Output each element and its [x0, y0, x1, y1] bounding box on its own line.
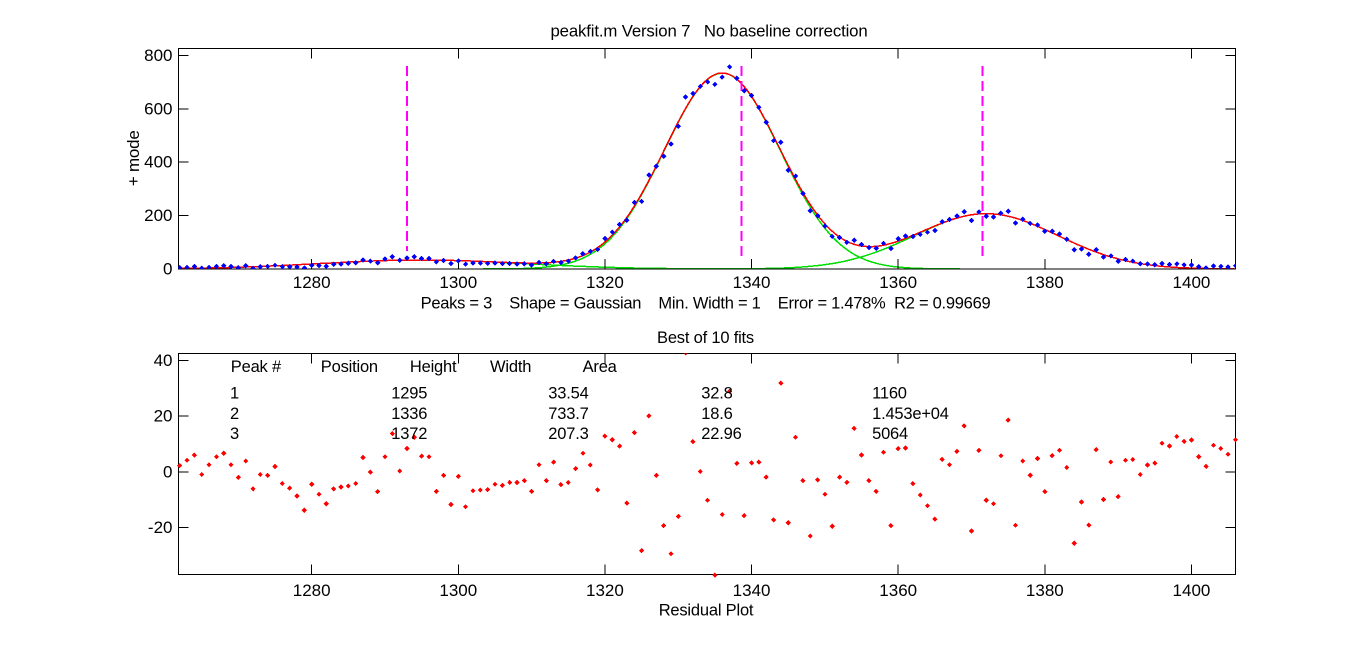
svg-text:200: 200: [144, 206, 172, 225]
svg-text:1372: 1372: [391, 425, 427, 443]
svg-text:1300: 1300: [439, 581, 477, 600]
svg-text:Residual Plot: Residual Plot: [659, 601, 754, 619]
svg-text:1340: 1340: [733, 581, 771, 600]
svg-text:1280: 1280: [293, 273, 331, 292]
svg-text:1: 1: [230, 385, 239, 403]
svg-text:1336: 1336: [391, 405, 427, 423]
svg-text:1280: 1280: [293, 581, 331, 600]
svg-text:0: 0: [163, 462, 172, 481]
svg-text:20: 20: [154, 407, 173, 426]
svg-text:-20: -20: [148, 518, 173, 537]
svg-text:1360: 1360: [879, 581, 917, 600]
svg-text:3: 3: [230, 425, 239, 443]
svg-text:1400: 1400: [1173, 273, 1211, 292]
svg-text:0: 0: [163, 260, 172, 279]
svg-text:733.7: 733.7: [548, 405, 588, 423]
svg-text:Position: Position: [321, 358, 378, 376]
svg-text:+ mode: + mode: [124, 130, 143, 186]
svg-text:40: 40: [154, 351, 173, 370]
svg-text:32.8: 32.8: [701, 385, 732, 403]
svg-text:2: 2: [230, 405, 239, 423]
svg-text:peakfit.m Version 7 No basel: peakfit.m Version 7 No baseline correcti…: [550, 22, 867, 41]
svg-text:33.54: 33.54: [548, 385, 588, 403]
svg-text:5064: 5064: [872, 425, 908, 443]
svg-text:18.6: 18.6: [701, 405, 732, 423]
svg-text:1295: 1295: [391, 385, 427, 403]
svg-text:Area: Area: [583, 358, 618, 376]
svg-text:800: 800: [144, 46, 172, 65]
svg-text:400: 400: [144, 153, 172, 172]
svg-text:Peak #: Peak #: [231, 358, 282, 376]
svg-text:207.3: 207.3: [548, 425, 588, 443]
svg-text:1400: 1400: [1173, 581, 1211, 600]
svg-text:Peaks = 3 Shape = Gaussian: Peaks = 3 Shape = Gaussian Min. Width = …: [421, 295, 991, 313]
svg-text:1320: 1320: [586, 581, 624, 600]
svg-text:1160: 1160: [872, 385, 907, 403]
svg-text:1300: 1300: [439, 273, 477, 292]
svg-text:Height: Height: [410, 358, 457, 376]
svg-text:Best of 10 fits: Best of 10 fits: [657, 329, 754, 347]
svg-text:1340: 1340: [733, 273, 771, 292]
svg-text:Width: Width: [490, 358, 531, 376]
svg-text:1360: 1360: [879, 273, 917, 292]
svg-text:1380: 1380: [1026, 581, 1064, 600]
svg-text:600: 600: [144, 99, 172, 118]
svg-text:1320: 1320: [586, 273, 624, 292]
svg-text:1.453e+04: 1.453e+04: [872, 405, 949, 423]
svg-text:22.96: 22.96: [701, 425, 741, 443]
svg-text:1380: 1380: [1026, 273, 1064, 292]
